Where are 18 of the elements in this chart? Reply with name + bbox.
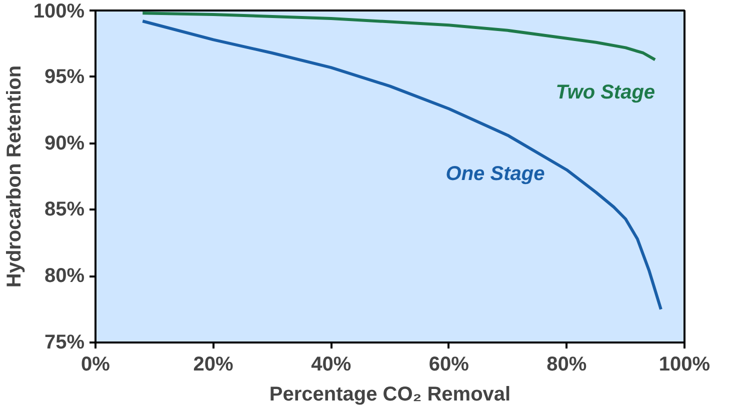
y-tick-label: 100% — [33, 0, 85, 22]
x-tick-label: 40% — [311, 354, 352, 376]
x-tick-label: 100% — [658, 354, 710, 376]
y-axis-title: Hydrocarbon Retention — [3, 65, 26, 288]
y-tick-label: 95% — [44, 66, 85, 88]
x-tick-label: 80% — [546, 354, 587, 376]
y-tick-label: 80% — [44, 265, 85, 288]
x-tick-label: 0% — [81, 354, 110, 376]
series-label: One Stage — [446, 162, 545, 185]
y-tick-label: 90% — [44, 132, 85, 154]
x-axis-title: Percentage CO₂ Removal — [269, 384, 511, 406]
y-tick-label: 85% — [44, 198, 85, 221]
line-series — [141, 20, 662, 311]
y-tick-label: 75% — [44, 332, 85, 354]
series-label: Two Stage — [556, 82, 656, 104]
x-tick-label: 60% — [428, 354, 470, 376]
line-series — [141, 12, 657, 62]
x-tick-label: 20% — [193, 354, 234, 376]
